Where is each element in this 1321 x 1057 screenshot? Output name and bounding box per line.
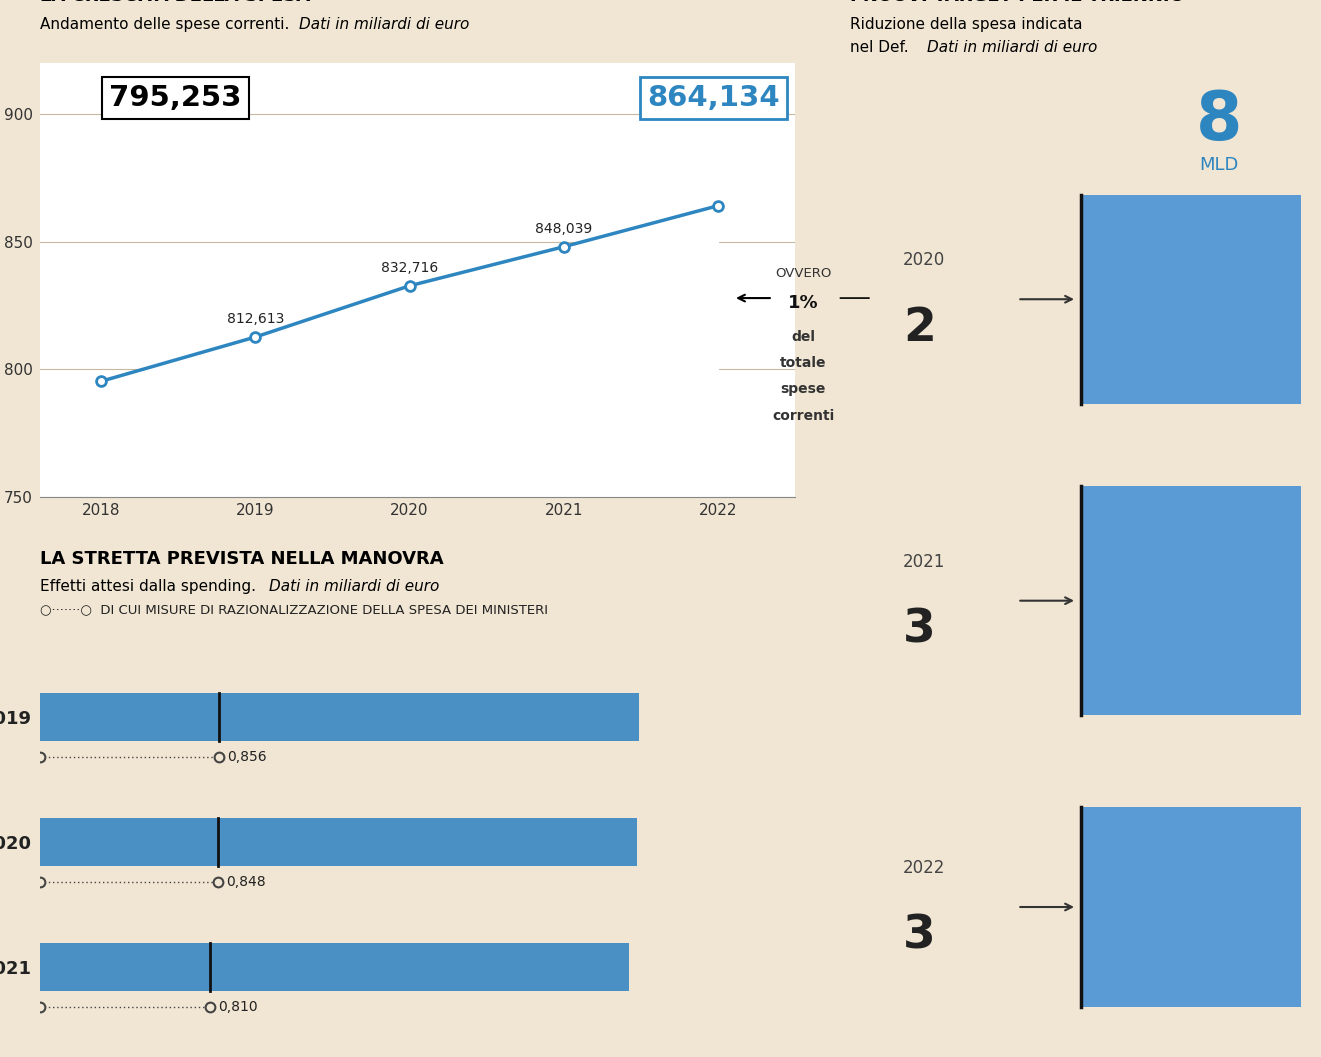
Text: Dati in miliardi di euro: Dati in miliardi di euro [926,40,1096,55]
Text: LA STRETTA PREVISTA NELLA MANOVRA: LA STRETTA PREVISTA NELLA MANOVRA [40,551,444,569]
Point [553,238,575,255]
Text: 2: 2 [904,305,935,351]
Text: I NUOVI TARGET PER IL TRIENNIO: I NUOVI TARGET PER IL TRIENNIO [849,0,1185,5]
Text: 832,716: 832,716 [380,261,439,275]
Text: 0,810: 0,810 [218,1000,258,1014]
Text: LA CRESCITA DELLA SPESA: LA CRESCITA DELLA SPESA [40,0,309,5]
Text: 3: 3 [904,913,935,959]
Text: nel Def.: nel Def. [849,40,914,55]
Text: Riduzione della spesa indicata: Riduzione della spesa indicata [849,17,1082,32]
Text: correnti: correnti [771,409,835,423]
Text: Effetti attesi dalla spending.: Effetti attesi dalla spending. [40,579,260,594]
Text: 0,848: 0,848 [226,875,266,889]
Text: 1%: 1% [787,294,819,312]
Text: 2020: 2020 [904,252,946,270]
Text: 0,856: 0,856 [227,750,267,764]
Point [399,277,420,294]
Bar [1082,194,1301,404]
Text: del: del [791,330,815,344]
Text: totale: totale [779,356,827,370]
Text: 3: 3 [904,608,935,652]
Point [91,373,112,390]
Bar [40,943,629,990]
Text: 795,253: 795,253 [110,84,242,112]
Text: Dati in miliardi di euro: Dati in miliardi di euro [299,17,469,32]
Text: spese: spese [781,383,826,396]
Text: 2021: 2021 [904,553,946,571]
Bar [1082,808,1301,1006]
Bar [40,818,637,866]
Text: Andamento delle spese correnti.: Andamento delle spese correnti. [40,17,293,32]
Text: 864,134: 864,134 [647,84,779,112]
Bar [1082,486,1301,715]
Point [707,198,728,215]
Text: OVVERO: OVVERO [775,267,831,280]
Text: 2022: 2022 [904,859,946,877]
Text: MLD: MLD [1199,155,1239,173]
Text: 812,613: 812,613 [227,312,284,326]
Text: 8: 8 [1196,88,1242,153]
Text: Dati in miliardi di euro: Dati in miliardi di euro [269,579,440,594]
Point [244,329,266,346]
Text: ○·······○  DI CUI MISURE DI RAZIONALIZZAZIONE DELLA SPESA DEI MINISTERI: ○·······○ DI CUI MISURE DI RAZIONALIZZAZ… [40,602,548,616]
Text: 848,039: 848,039 [535,222,592,236]
Bar [40,693,639,741]
